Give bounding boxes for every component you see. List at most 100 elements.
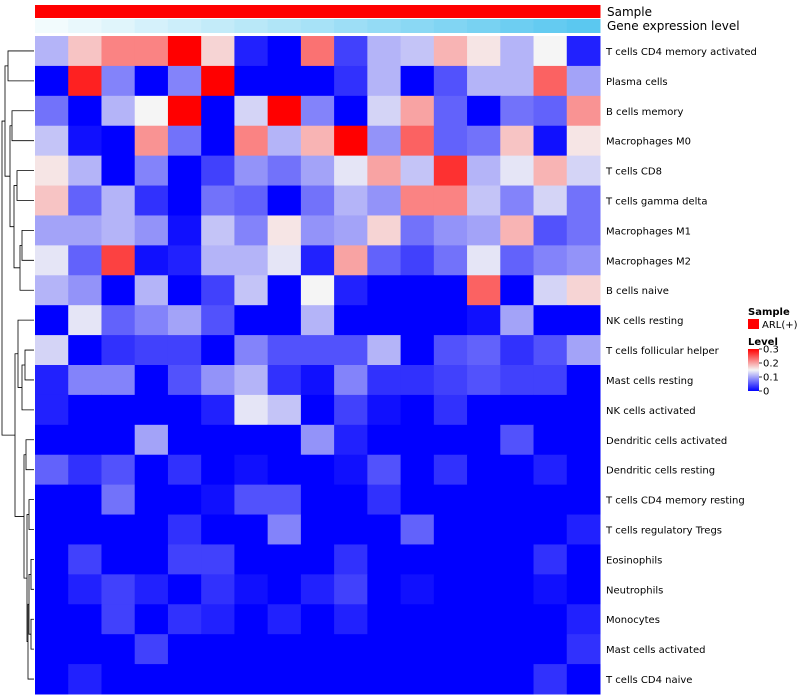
heatmap-cell — [367, 365, 402, 396]
heatmap-cell — [566, 65, 601, 97]
heatmap-cell — [533, 65, 568, 97]
heatmap-cell — [267, 484, 302, 516]
heatmap-cell — [167, 36, 202, 67]
heatmap-cell — [35, 574, 69, 605]
heatmap-cell — [267, 394, 302, 426]
heatmap-cell — [167, 215, 202, 246]
heatmap-cell — [35, 424, 69, 456]
heatmap-cell — [68, 664, 102, 695]
heatmap-cell — [367, 65, 402, 97]
heatmap-cell — [467, 185, 501, 216]
sample-annotation-cell — [167, 5, 202, 18]
heatmap-cell — [467, 424, 501, 456]
row-label: B cells naive — [606, 286, 669, 297]
annotation-label-expression: Gene expression level — [607, 19, 740, 33]
heatmap-cell — [234, 245, 269, 276]
heatmap-cell — [134, 574, 169, 605]
row-labels: T cells CD4 memory activated Plasma cells… — [605, 47, 757, 686]
heatmap-cell — [467, 574, 501, 605]
heatmap-cell — [201, 65, 235, 97]
sample-annotation-cell — [500, 5, 535, 18]
heatmap-cell — [35, 664, 69, 695]
heatmap-cell — [201, 664, 235, 695]
heatmap-cell — [167, 155, 202, 187]
row-label: Macrophages M2 — [606, 256, 691, 267]
heatmap-cell — [101, 454, 136, 486]
heatmap-cell — [367, 275, 402, 306]
sample-annotation-cell — [234, 5, 269, 18]
sample-annotation-cell — [35, 5, 69, 18]
heatmap-cell — [35, 394, 69, 426]
legend-sample-title: Sample — [748, 307, 790, 318]
sample-annotation-cell — [334, 5, 368, 18]
heatmap-cell — [300, 365, 335, 396]
heatmap-cell — [300, 335, 335, 366]
heatmap-cell — [167, 275, 202, 306]
heatmap-cell — [68, 95, 102, 127]
heatmap-cell — [234, 215, 269, 246]
heatmap-cell — [134, 185, 169, 216]
heatmap-cell — [566, 185, 601, 216]
heatmap-cell — [500, 454, 535, 486]
heatmap-cell — [167, 65, 202, 97]
heatmap-cell — [334, 484, 368, 516]
row-label: T cells CD4 naive — [605, 675, 692, 686]
heatmap-cell — [467, 544, 501, 575]
heatmap-cell — [35, 215, 69, 246]
expression-annotation-cell — [367, 19, 402, 33]
heatmap-cell — [234, 574, 269, 605]
heatmap-cell — [300, 634, 335, 665]
heatmap-cell — [433, 544, 468, 575]
heatmap-cell — [234, 604, 269, 635]
row-dendrogram — [1, 50, 34, 680]
heatmap-cell — [433, 484, 468, 516]
column-annotation-bars — [35, 5, 601, 33]
sample-annotation-cell — [134, 5, 169, 18]
heatmap-cell — [300, 185, 335, 216]
heatmap-cell — [533, 604, 568, 635]
heatmap-cell — [400, 125, 435, 157]
heatmap-cell — [267, 215, 302, 246]
heatmap-cell — [334, 245, 368, 276]
heatmap-cell — [300, 664, 335, 695]
heatmap-cell — [167, 514, 202, 545]
heatmap-cell — [300, 514, 335, 545]
heatmap-cell — [134, 305, 169, 336]
heatmap-cell — [68, 514, 102, 545]
heatmap-cell — [201, 574, 235, 605]
row-label: T cells CD4 memory resting — [605, 496, 745, 507]
heatmap-cell — [334, 305, 368, 336]
heatmap-cell — [101, 365, 136, 396]
heatmap-cell — [201, 634, 235, 665]
heatmap-cell — [566, 574, 601, 605]
heatmap-cell — [566, 275, 601, 306]
heatmap-cell — [367, 454, 402, 486]
heatmap-cell — [467, 514, 501, 545]
heatmap-cell — [467, 664, 501, 695]
expression-annotation-cell — [300, 19, 335, 33]
expression-annotation-cell — [400, 19, 435, 33]
expression-annotation-cell — [566, 19, 601, 33]
expression-annotation-cell — [101, 19, 136, 33]
heatmap-cell — [201, 514, 235, 545]
expression-annotation-cell — [234, 19, 269, 33]
heatmap-cell — [400, 185, 435, 216]
heatmap-cell — [134, 664, 169, 695]
heatmap-cell — [35, 125, 69, 157]
legend-sample-swatch — [748, 319, 759, 329]
heatmap-cell — [134, 36, 169, 67]
row-label: Plasma cells — [606, 77, 668, 88]
heatmap-cell — [533, 634, 568, 665]
heatmap-cell — [367, 245, 402, 276]
heatmap-cell — [467, 275, 501, 306]
heatmap-cell — [334, 424, 368, 456]
heatmap-cell — [167, 604, 202, 635]
heatmap-cell — [334, 125, 368, 157]
heatmap-cell — [35, 95, 69, 127]
heatmap-cell — [234, 394, 269, 426]
heatmap-cell — [35, 634, 69, 665]
heatmap-cell — [167, 95, 202, 127]
heatmap-cell — [68, 245, 102, 276]
heatmap-cell — [433, 36, 468, 67]
heatmap-cell — [400, 275, 435, 306]
